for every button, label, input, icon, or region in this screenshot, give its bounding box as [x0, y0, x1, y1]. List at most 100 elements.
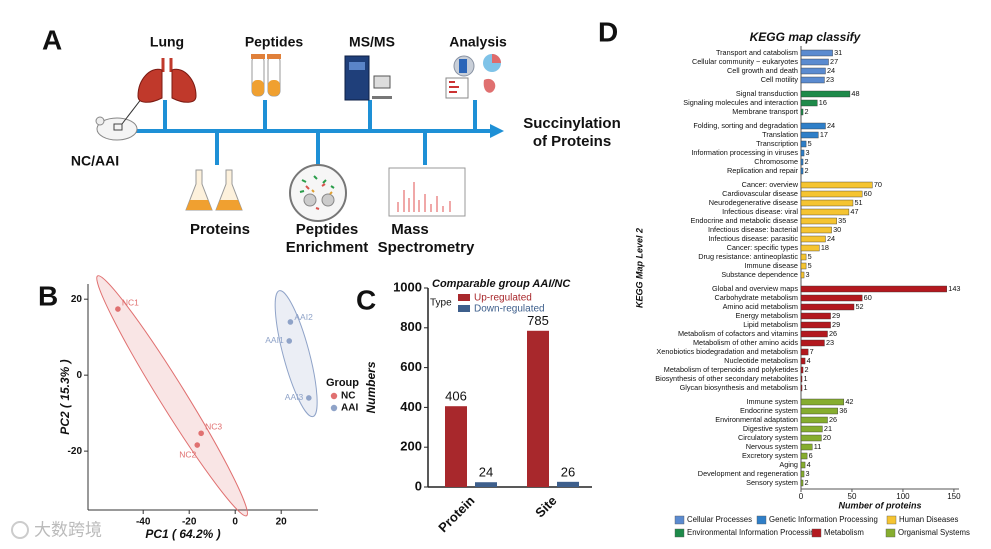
bar-value-label: 1 [804, 383, 808, 392]
legend-swatch [458, 305, 470, 312]
bar-value-label: 48 [851, 89, 859, 98]
bar-value-label: 143 [948, 284, 960, 293]
bar [800, 262, 807, 270]
workflow-step: Analysis [449, 34, 507, 50]
legend-swatch [811, 528, 822, 538]
bar-value-label: 7 [810, 347, 814, 356]
x-tick-label: 100 [896, 492, 910, 501]
panel-label: B [38, 280, 58, 311]
y-tick-label: Infectious disease: viral [722, 207, 798, 216]
y-tick-label: Transport and catabolism [716, 48, 798, 57]
y-tick-label: Information processing in viruses [691, 148, 798, 157]
workflow-step: Lung [150, 34, 184, 50]
legend-marker [330, 404, 338, 412]
point [194, 442, 201, 448]
legend-swatch [674, 515, 685, 525]
bar-value-label: 6 [809, 451, 813, 460]
x-axis-label: PC1 ( 64.2% ) [145, 527, 220, 541]
bar [800, 366, 804, 374]
y-tick-label: Chromosome [754, 157, 798, 166]
bar [800, 470, 805, 478]
y-tick-label: Cancer: overview [742, 180, 799, 189]
bar-value-label: 47 [850, 207, 858, 216]
bar [800, 108, 804, 116]
x-tick-label: 0 [799, 492, 804, 501]
legend-swatch [886, 515, 897, 525]
bar-value-label: 17 [820, 130, 828, 139]
legend-label: Up-regulated [474, 293, 532, 304]
timeline-arrow [490, 124, 504, 138]
y-tick-label: 800 [400, 319, 422, 334]
workflow-step: Peptides [296, 221, 359, 238]
workflow-step: Peptides [245, 34, 304, 50]
bar-value-label: 42 [845, 397, 853, 406]
petri-dish-icon [289, 164, 347, 222]
point [306, 395, 312, 401]
spectrum-icon [388, 167, 466, 217]
chart-title: KEGG map classify [750, 30, 862, 44]
y-tick-label: Sensory system [746, 478, 798, 487]
point [198, 430, 204, 437]
bar-value-label: 23 [826, 338, 834, 347]
y-tick-label: Replication and repair [727, 166, 799, 175]
bar-value-label: 36 [839, 406, 847, 415]
x-tick-label: 150 [947, 492, 961, 501]
legend-label: Environmental Information Processing [687, 528, 819, 537]
point-label: NC1 [122, 297, 139, 307]
y-tick-label: Nervous system [746, 442, 798, 451]
bar-value-label: 24 [827, 121, 835, 130]
bar-value-label: 51 [854, 198, 862, 207]
y-tick-label: Environmental adaptation [715, 415, 798, 424]
y-tick-label: Cell growth and death [727, 66, 798, 75]
bar [800, 416, 828, 424]
bar [800, 434, 822, 442]
y-tick-label: 0 [76, 370, 82, 381]
bar [800, 235, 826, 243]
y-tick-label: Excretory system [742, 451, 798, 460]
legend-label: Organismal Systems [898, 528, 970, 537]
bar-value-label: 24 [827, 234, 835, 243]
bar-value-label: 60 [864, 293, 872, 302]
legend-marker [330, 392, 338, 400]
y-tick-label: 200 [400, 439, 422, 454]
bar-value-label: 21 [824, 424, 832, 433]
bar-value-label: 24 [479, 465, 493, 480]
y-tick-label: Cancer: specific types [727, 243, 799, 252]
y-tick-label: Digestive system [743, 424, 798, 433]
y-tick-label: Metabolism of terpenoids and polyketides [664, 365, 799, 374]
y-tick-label: Signaling molecules and interaction [683, 98, 798, 107]
y-tick-label: Biosynthesis of other secondary metaboli… [655, 374, 798, 383]
bar-value-label: 2 [805, 107, 809, 116]
bar-value-label: 26 [829, 415, 837, 424]
bar-value-label: 27 [830, 57, 838, 66]
bar [800, 271, 805, 279]
bar-value-label: 5 [808, 252, 812, 261]
panel-label: C [356, 284, 376, 315]
y-tick-label: -20 [68, 446, 83, 457]
workflow-step: MS/MS [349, 34, 395, 50]
lung-icon [137, 58, 197, 103]
bar [800, 357, 806, 365]
workflow-step: Mass [391, 221, 429, 238]
y-tick-label: Signal transduction [736, 89, 798, 98]
bar-value-label: 11 [814, 442, 822, 451]
x-tick-label: 0 [232, 517, 238, 528]
y-axis-label: PC2 ( 15.3% ) [58, 359, 72, 434]
bar [800, 303, 855, 311]
bar [800, 398, 845, 406]
bar [800, 384, 803, 392]
bar [800, 167, 804, 175]
panel-label: D [598, 16, 618, 47]
y-tick-label: Substance dependence [721, 270, 798, 279]
tube-icon [251, 54, 281, 97]
point [286, 338, 293, 344]
bar-value-label: 3 [806, 148, 810, 157]
y-tick-label: Energy metabolism [736, 311, 798, 320]
bar-value-label: 2 [805, 365, 809, 374]
point [115, 306, 121, 312]
bar-value-label: 3 [806, 469, 810, 478]
workflow-start: NC/AAI [71, 153, 119, 169]
bar-value-label: 29 [832, 311, 840, 320]
bar-value-label: 4 [807, 356, 811, 365]
